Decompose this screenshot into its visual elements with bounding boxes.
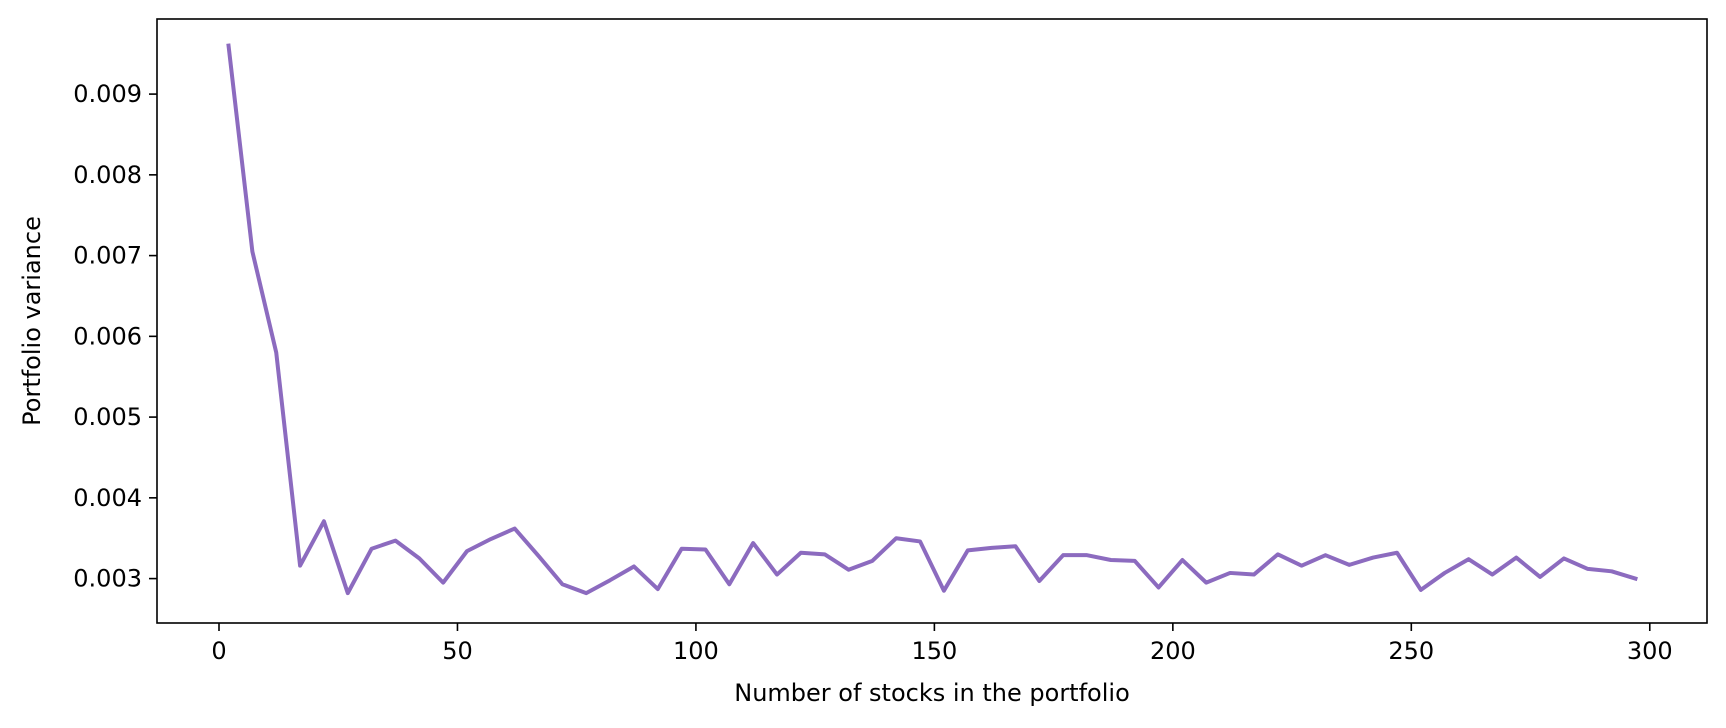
y-tick-label: 0.006 [73,322,142,350]
y-tick-label: 0.005 [73,403,142,431]
x-tick-label: 250 [1388,637,1434,665]
series-line [226,43,1638,596]
x-tick-label: 200 [1150,637,1196,665]
x-axis-label: Number of stocks in the portfolio [734,679,1130,707]
x-tick-label: 300 [1627,637,1673,665]
y-tick-label: 0.007 [73,242,142,270]
plot-area [226,43,1638,596]
y-tick-label: 0.009 [73,80,142,108]
y-tick-label: 0.008 [73,161,142,189]
y-axis-ticks: 0.003 0.004 0.005 0.006 0.007 0.008 0.009 [73,80,157,593]
x-tick-label: 150 [911,637,957,665]
y-tick-label: 0.003 [73,565,142,593]
x-tick-label: 100 [673,637,719,665]
x-tick-label: 0 [211,637,226,665]
plot-frame [156,18,1708,624]
x-axis-ticks: 0 50 100 150 200 250 300 [211,623,1673,665]
y-tick-label: 0.004 [73,484,142,512]
x-tick-label: 50 [442,637,473,665]
y-axis-label: Portfolio variance [18,216,46,426]
